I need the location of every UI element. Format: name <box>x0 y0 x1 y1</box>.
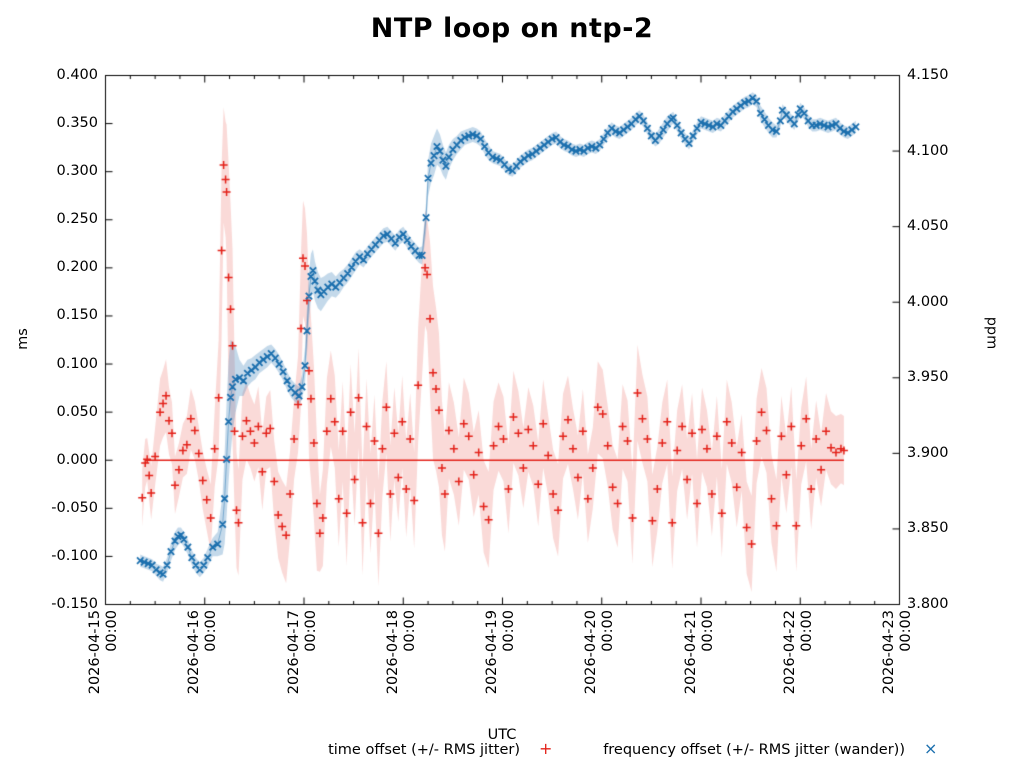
x-tick-label: 2026-04-23 00:00 <box>881 610 914 695</box>
y-left-tick-label: 0.050 <box>56 403 98 420</box>
x-tick-label: 2026-04-21 00:00 <box>682 610 716 695</box>
y-right-tick-label: 4.000 <box>907 293 949 310</box>
y2-axis-label-ppm: ppm <box>983 316 1000 350</box>
y-right-tick-label: 3.800 <box>907 596 949 612</box>
y-right-tick-label: 3.850 <box>907 520 949 537</box>
y-left-tick-label: -0.050 <box>51 499 98 516</box>
x-tick-label: 2026-04-16 00:00 <box>186 610 220 695</box>
y-left-tick-label: 0.150 <box>56 307 98 324</box>
x-tick-label: 2026-04-15 00:00 <box>87 610 120 695</box>
x-axis-label-utc: UTC <box>487 727 517 743</box>
chart-title: NTP loop on ntp-2 <box>370 13 654 44</box>
y-right-tick-label: 4.100 <box>907 142 949 159</box>
y-left-tick-label: -0.100 <box>51 547 98 564</box>
x-tick-label: 2026-04-22 00:00 <box>781 610 815 695</box>
y-right-tick-label: 4.050 <box>907 218 949 235</box>
legend-frequency-offset-label: frequency offset (+/- RMS jitter (wander… <box>603 742 905 758</box>
legend-frequency-offset-cross-icon: × <box>924 739 938 758</box>
legend-time-offset-label: time offset (+/- RMS jitter) <box>328 742 520 758</box>
y-left-tick-label: 0.300 <box>56 163 98 180</box>
y-left-tick-label: 0.000 <box>56 451 98 468</box>
y-right-tick-label: 3.950 <box>907 369 949 386</box>
y-axis-label-ms: ms <box>14 328 31 350</box>
y-left-tick-label: 0.100 <box>56 355 98 372</box>
y-right-tick-label: 4.150 <box>907 67 949 83</box>
y-right-tick-label: 3.900 <box>907 444 949 461</box>
y-left-tick-label: 0.350 <box>56 115 98 132</box>
x-tick-label: 2026-04-20 00:00 <box>583 610 617 695</box>
y-left-tick-label: -0.150 <box>51 596 98 612</box>
y-left-tick-label: 0.250 <box>56 211 98 228</box>
legend-time-offset-plus-icon: + <box>539 739 553 758</box>
x-tick-label: 2026-04-19 00:00 <box>484 610 517 695</box>
x-tick-label: 2026-04-18 00:00 <box>384 610 418 695</box>
x-tick-label: 2026-04-17 00:00 <box>285 610 319 695</box>
y-left-tick-label: 0.200 <box>56 259 98 276</box>
y-left-tick-label: 0.400 <box>56 67 98 83</box>
